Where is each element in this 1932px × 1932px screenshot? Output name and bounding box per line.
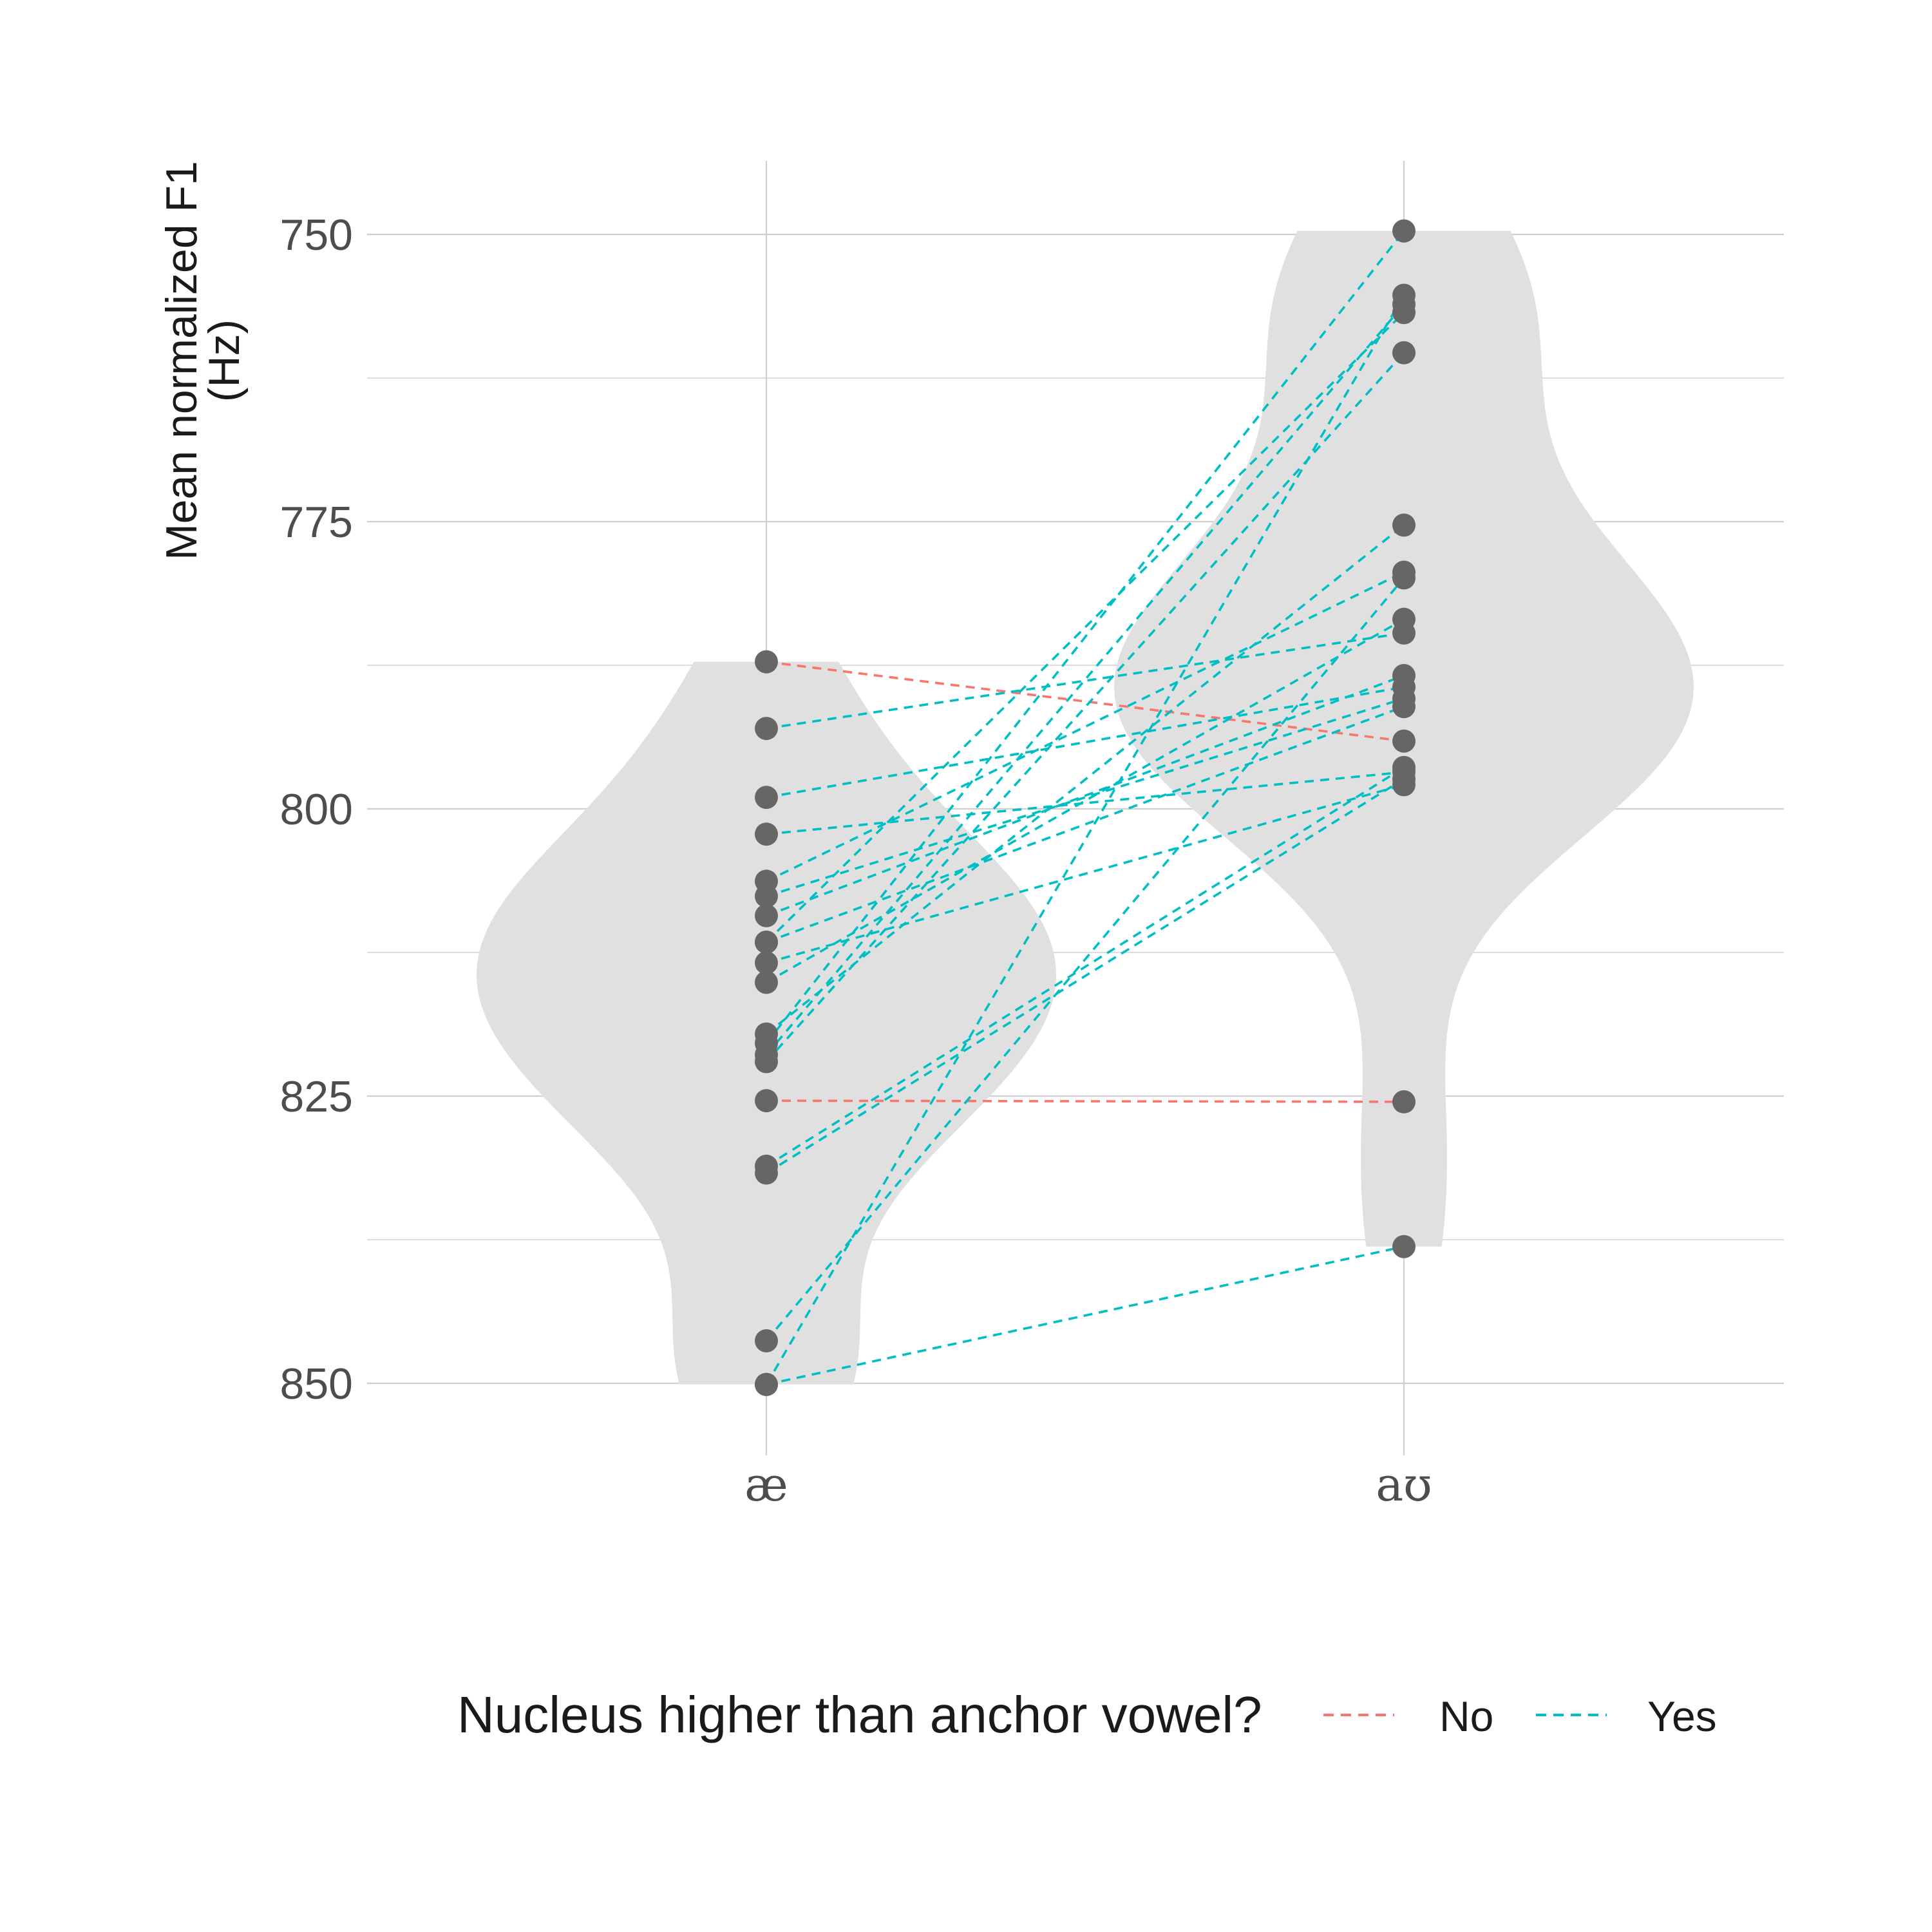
data-point-ae <box>755 1161 778 1185</box>
y-axis-title-line: Mean normalized F1 <box>157 161 206 560</box>
pair-line-yes <box>766 783 1405 964</box>
data-point-aw <box>1392 729 1416 753</box>
data-point-aw <box>1392 513 1416 537</box>
pair-line-yes <box>766 618 1405 983</box>
data-point-aw <box>1392 283 1416 307</box>
legend-label-no: No <box>1439 1692 1493 1740</box>
data-point-ae <box>755 884 778 908</box>
pair-line-yes <box>765 303 1405 1056</box>
data-point-aw <box>1392 607 1416 631</box>
pair-line-yes <box>765 524 1405 1036</box>
data-point-ae <box>755 1050 778 1074</box>
x-category-label: aʊ <box>1376 1457 1432 1511</box>
y-tick-label: 775 <box>280 498 353 547</box>
x-category-label: æ <box>744 1457 788 1511</box>
data-point-ae <box>755 786 778 810</box>
y-tick-label: 750 <box>280 211 353 260</box>
data-point-ae <box>755 971 778 994</box>
pair-line-yes <box>766 697 1405 898</box>
pair-line-yes <box>765 577 1405 1342</box>
y-tick-label: 800 <box>280 785 353 834</box>
pair-line-yes <box>766 571 1405 883</box>
data-point-aw <box>1392 664 1416 688</box>
data-point-ae <box>755 1089 778 1113</box>
data-point-ae <box>755 717 778 741</box>
legend: Nucleus higher than anchor vowel? No Yes <box>457 1686 1717 1743</box>
y-axis-title-line: (Hz) <box>200 319 249 402</box>
pair-line-no <box>766 1099 1405 1103</box>
pair-line-yes <box>765 230 1405 1045</box>
pair-line-yes <box>766 778 1405 1175</box>
pair-line-yes <box>765 352 1405 1063</box>
data-point-aw <box>1392 301 1416 325</box>
data-point-ae <box>755 1329 778 1352</box>
pair-line-yes <box>765 294 1405 1385</box>
data-point-ae <box>755 650 778 674</box>
legend-title: Nucleus higher than anchor vowel? <box>457 1686 1262 1743</box>
pair-line-yes <box>766 705 1405 943</box>
data-point-aw <box>1392 1235 1416 1258</box>
data-point-ae <box>755 904 778 927</box>
data-point-ae <box>755 822 778 846</box>
pair-line-yes <box>766 674 1405 917</box>
y-axis-title: Mean normalized F1(Hz) <box>157 161 249 560</box>
data-points <box>755 219 1416 1396</box>
pair-line-yes <box>765 312 1405 943</box>
y-tick-label: 850 <box>280 1359 353 1408</box>
data-point-aw <box>1392 566 1416 590</box>
pair-lines <box>765 230 1405 1386</box>
x-axis-categories: æ aʊ <box>744 1457 1432 1511</box>
data-point-ae <box>755 951 778 975</box>
pair-line-yes <box>766 1245 1405 1386</box>
legend-label-yes: Yes <box>1647 1692 1717 1740</box>
data-point-aw <box>1392 1090 1416 1113</box>
y-axis-ticks: 750 775 800 825 850 <box>280 211 353 1408</box>
data-point-aw <box>1392 219 1416 243</box>
violins <box>477 231 1694 1385</box>
data-point-ae <box>755 930 778 954</box>
pair-line-yes <box>766 766 1405 1168</box>
data-point-ae <box>755 1372 778 1396</box>
data-point-aw <box>1392 341 1416 365</box>
pair-line-yes <box>766 771 1405 836</box>
data-point-aw <box>1392 767 1416 791</box>
y-tick-label: 825 <box>280 1072 353 1121</box>
data-point-aw <box>1392 695 1416 719</box>
